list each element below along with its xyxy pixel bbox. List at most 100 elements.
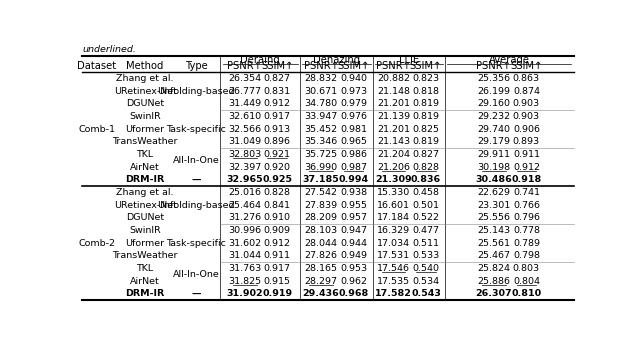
- Text: Method: Method: [127, 61, 164, 71]
- Text: 28.044: 28.044: [305, 239, 337, 248]
- Text: DGUNet: DGUNet: [126, 213, 164, 222]
- Text: 0.825: 0.825: [413, 125, 440, 134]
- Text: All-In-One: All-In-One: [173, 156, 220, 165]
- Text: —: —: [191, 175, 201, 184]
- Text: 0.976: 0.976: [340, 112, 367, 121]
- Text: 0.477: 0.477: [413, 226, 440, 235]
- Text: 37.185: 37.185: [303, 175, 339, 184]
- Text: 0.986: 0.986: [340, 150, 367, 159]
- Text: PSNR↑: PSNR↑: [476, 61, 511, 71]
- Text: URetinex-Net: URetinex-Net: [114, 87, 177, 96]
- Text: Average: Average: [489, 55, 530, 65]
- Text: 34.780: 34.780: [305, 100, 337, 109]
- Text: 0.796: 0.796: [513, 213, 540, 222]
- Text: 27.839: 27.839: [305, 201, 337, 210]
- Text: PSNR↑: PSNR↑: [227, 61, 262, 71]
- Text: 28.165: 28.165: [305, 264, 337, 273]
- Text: 29.740: 29.740: [477, 125, 510, 134]
- Text: 0.994: 0.994: [339, 175, 369, 184]
- Text: 23.301: 23.301: [477, 201, 511, 210]
- Text: 0.973: 0.973: [340, 87, 367, 96]
- Text: 0.920: 0.920: [264, 163, 291, 172]
- Text: 0.540: 0.540: [413, 264, 440, 273]
- Text: 0.543: 0.543: [411, 289, 441, 298]
- Text: 0.511: 0.511: [413, 239, 440, 248]
- Text: underlined.: underlined.: [83, 45, 136, 54]
- Text: 16.329: 16.329: [377, 226, 410, 235]
- Text: 0.947: 0.947: [340, 226, 367, 235]
- Text: 0.741: 0.741: [513, 188, 540, 197]
- Text: 0.819: 0.819: [413, 137, 440, 146]
- Text: 17.531: 17.531: [377, 252, 410, 261]
- Text: 0.818: 0.818: [413, 87, 440, 96]
- Text: 21.201: 21.201: [377, 125, 410, 134]
- Text: 21.204: 21.204: [377, 150, 410, 159]
- Text: 26.354: 26.354: [228, 74, 261, 83]
- Text: 21.201: 21.201: [377, 100, 410, 109]
- Text: 17.546: 17.546: [377, 264, 410, 273]
- Text: 0.968: 0.968: [339, 289, 369, 298]
- Text: 26.777: 26.777: [228, 87, 261, 96]
- Text: 25.467: 25.467: [477, 252, 510, 261]
- Text: AirNet: AirNet: [130, 277, 160, 286]
- Text: 0.819: 0.819: [413, 112, 440, 121]
- Text: 0.909: 0.909: [264, 226, 291, 235]
- Text: DRM-IR: DRM-IR: [125, 175, 164, 184]
- Text: 0.913: 0.913: [264, 125, 291, 134]
- Text: SSIM↑: SSIM↑: [261, 61, 293, 71]
- Text: LLIE: LLIE: [399, 55, 419, 65]
- Text: 0.522: 0.522: [413, 213, 440, 222]
- Text: 0.949: 0.949: [340, 252, 367, 261]
- Text: 0.831: 0.831: [264, 87, 291, 96]
- Text: 25.556: 25.556: [477, 213, 510, 222]
- Text: 0.915: 0.915: [264, 277, 291, 286]
- Text: SwinIR: SwinIR: [129, 112, 161, 121]
- Text: 0.962: 0.962: [340, 277, 367, 286]
- Text: 32.965: 32.965: [227, 175, 263, 184]
- Text: 25.561: 25.561: [477, 239, 510, 248]
- Text: Uformer: Uformer: [125, 125, 164, 134]
- Text: 0.836: 0.836: [411, 175, 441, 184]
- Text: 17.582: 17.582: [375, 289, 412, 298]
- Text: 0.804: 0.804: [513, 277, 540, 286]
- Text: 0.863: 0.863: [513, 74, 540, 83]
- Text: 28.832: 28.832: [305, 74, 337, 83]
- Text: 17.034: 17.034: [377, 239, 410, 248]
- Text: 21.309: 21.309: [375, 175, 412, 184]
- Text: 0.912: 0.912: [513, 163, 540, 172]
- Text: 22.629: 22.629: [477, 188, 510, 197]
- Text: 27.826: 27.826: [305, 252, 337, 261]
- Text: 31.276: 31.276: [228, 213, 261, 222]
- Text: Zhang et al.: Zhang et al.: [116, 74, 174, 83]
- Text: 0.987: 0.987: [340, 163, 367, 172]
- Text: 30.486: 30.486: [476, 175, 512, 184]
- Text: Type: Type: [185, 61, 207, 71]
- Text: 0.874: 0.874: [513, 87, 540, 96]
- Text: 26.199: 26.199: [477, 87, 510, 96]
- Text: 17.184: 17.184: [377, 213, 410, 222]
- Text: 36.990: 36.990: [305, 163, 337, 172]
- Text: 21.143: 21.143: [377, 137, 410, 146]
- Text: SwinIR: SwinIR: [129, 226, 161, 235]
- Text: 35.346: 35.346: [305, 137, 338, 146]
- Text: 0.903: 0.903: [513, 100, 540, 109]
- Text: 29.911: 29.911: [477, 150, 510, 159]
- Text: Task-specific: Task-specific: [166, 125, 226, 134]
- Text: 0.919: 0.919: [262, 289, 292, 298]
- Text: Task-specific: Task-specific: [166, 239, 226, 248]
- Text: 0.534: 0.534: [412, 277, 440, 286]
- Text: 35.725: 35.725: [305, 150, 337, 159]
- Text: 0.940: 0.940: [340, 74, 367, 83]
- Text: 0.803: 0.803: [513, 264, 540, 273]
- Text: 25.016: 25.016: [228, 188, 261, 197]
- Text: SSIM↑: SSIM↑: [410, 61, 442, 71]
- Text: 29.436: 29.436: [303, 289, 339, 298]
- Text: 21.148: 21.148: [377, 87, 410, 96]
- Text: 29.232: 29.232: [477, 112, 511, 121]
- Text: 0.906: 0.906: [513, 125, 540, 134]
- Text: Deraing: Deraing: [240, 55, 280, 65]
- Text: 0.917: 0.917: [264, 264, 291, 273]
- Text: 31.602: 31.602: [228, 239, 261, 248]
- Text: 0.912: 0.912: [264, 100, 291, 109]
- Text: 31.044: 31.044: [228, 252, 261, 261]
